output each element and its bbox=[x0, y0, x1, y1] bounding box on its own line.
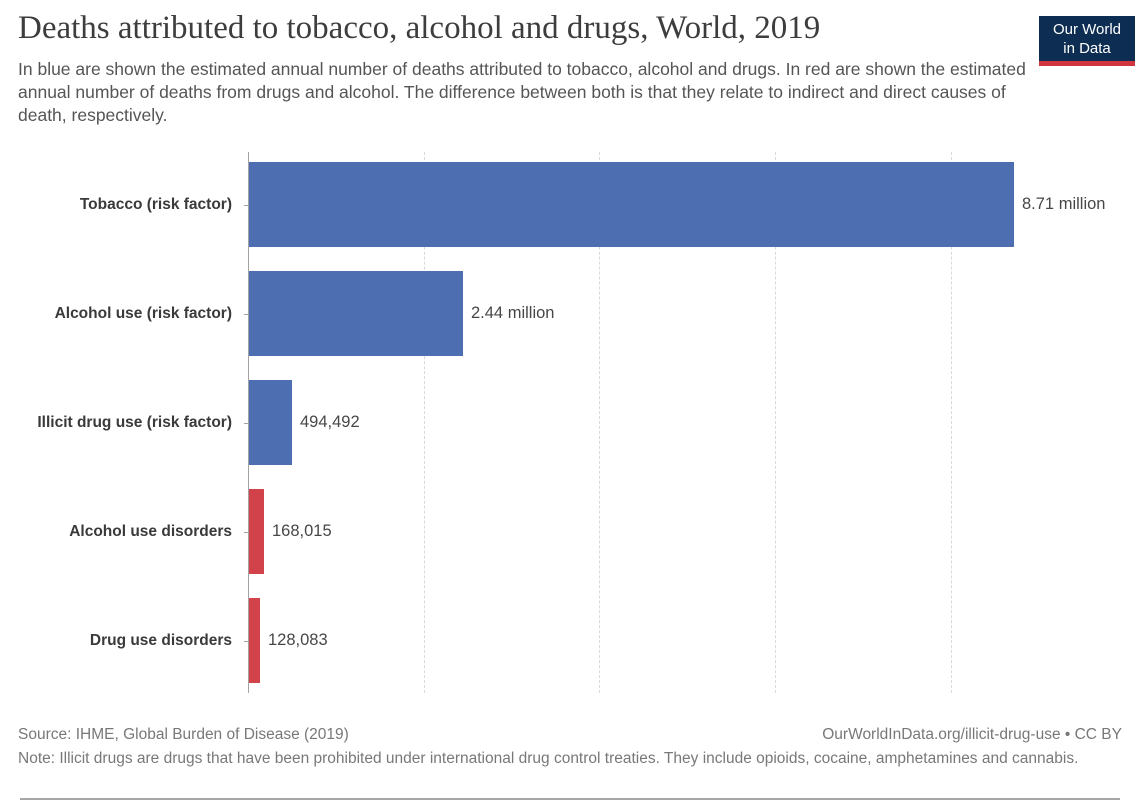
page-title: Deaths attributed to tobacco, alcohol an… bbox=[18, 10, 821, 46]
x-gridline bbox=[599, 152, 600, 693]
value-label: 2.44 million bbox=[471, 304, 555, 322]
bar-drug-use-disorders[interactable] bbox=[249, 598, 260, 683]
x-gridline bbox=[424, 152, 425, 693]
value-label: 128,083 bbox=[268, 631, 328, 649]
bar-illicit-drug-use-risk-factor[interactable] bbox=[249, 380, 292, 465]
y-axis-line bbox=[248, 152, 249, 693]
category-label: Drug use disorders bbox=[89, 631, 232, 649]
category-tick bbox=[244, 531, 248, 533]
bar-alcohol-use-risk-factor[interactable] bbox=[249, 271, 463, 356]
x-gridline bbox=[775, 152, 776, 693]
bar-alcohol-use-disorders[interactable] bbox=[249, 489, 264, 574]
bottom-divider bbox=[20, 798, 1120, 800]
source-text: Source: IHME, Global Burden of Disease (… bbox=[18, 726, 349, 743]
category-label: Illicit drug use (risk factor) bbox=[37, 413, 232, 431]
category-tick bbox=[244, 313, 248, 315]
footer-source-line: Source: IHME, Global Burden of Disease (… bbox=[18, 726, 1122, 744]
value-label: 494,492 bbox=[300, 413, 360, 431]
category-label: Alcohol use disorders bbox=[69, 522, 232, 540]
owid-logo: Our World in Data bbox=[1039, 16, 1135, 66]
owid-logo-line2: in Data bbox=[1063, 39, 1111, 57]
value-label: 8.71 million bbox=[1022, 195, 1106, 213]
bar-tobacco-risk-factor[interactable] bbox=[249, 162, 1014, 247]
category-tick bbox=[244, 204, 248, 206]
category-label: Alcohol use (risk factor) bbox=[54, 304, 232, 322]
attribution-link[interactable]: OurWorldInData.org/illicit-drug-use • CC… bbox=[822, 726, 1122, 743]
category-tick bbox=[244, 640, 248, 642]
chart-subtitle: In blue are shown the estimated annual n… bbox=[18, 59, 1026, 125]
value-label: 168,015 bbox=[272, 522, 332, 540]
category-label: Tobacco (risk factor) bbox=[79, 195, 232, 213]
category-tick bbox=[244, 422, 248, 424]
x-gridline bbox=[951, 152, 952, 693]
note-text: Note: Illicit drugs are drugs that have … bbox=[18, 750, 1079, 767]
owid-logo-line1: Our World bbox=[1052, 20, 1122, 38]
bar-chart-plot-area: Tobacco (risk factor) 8.71 million Alcohol… bbox=[0, 152, 1140, 693]
